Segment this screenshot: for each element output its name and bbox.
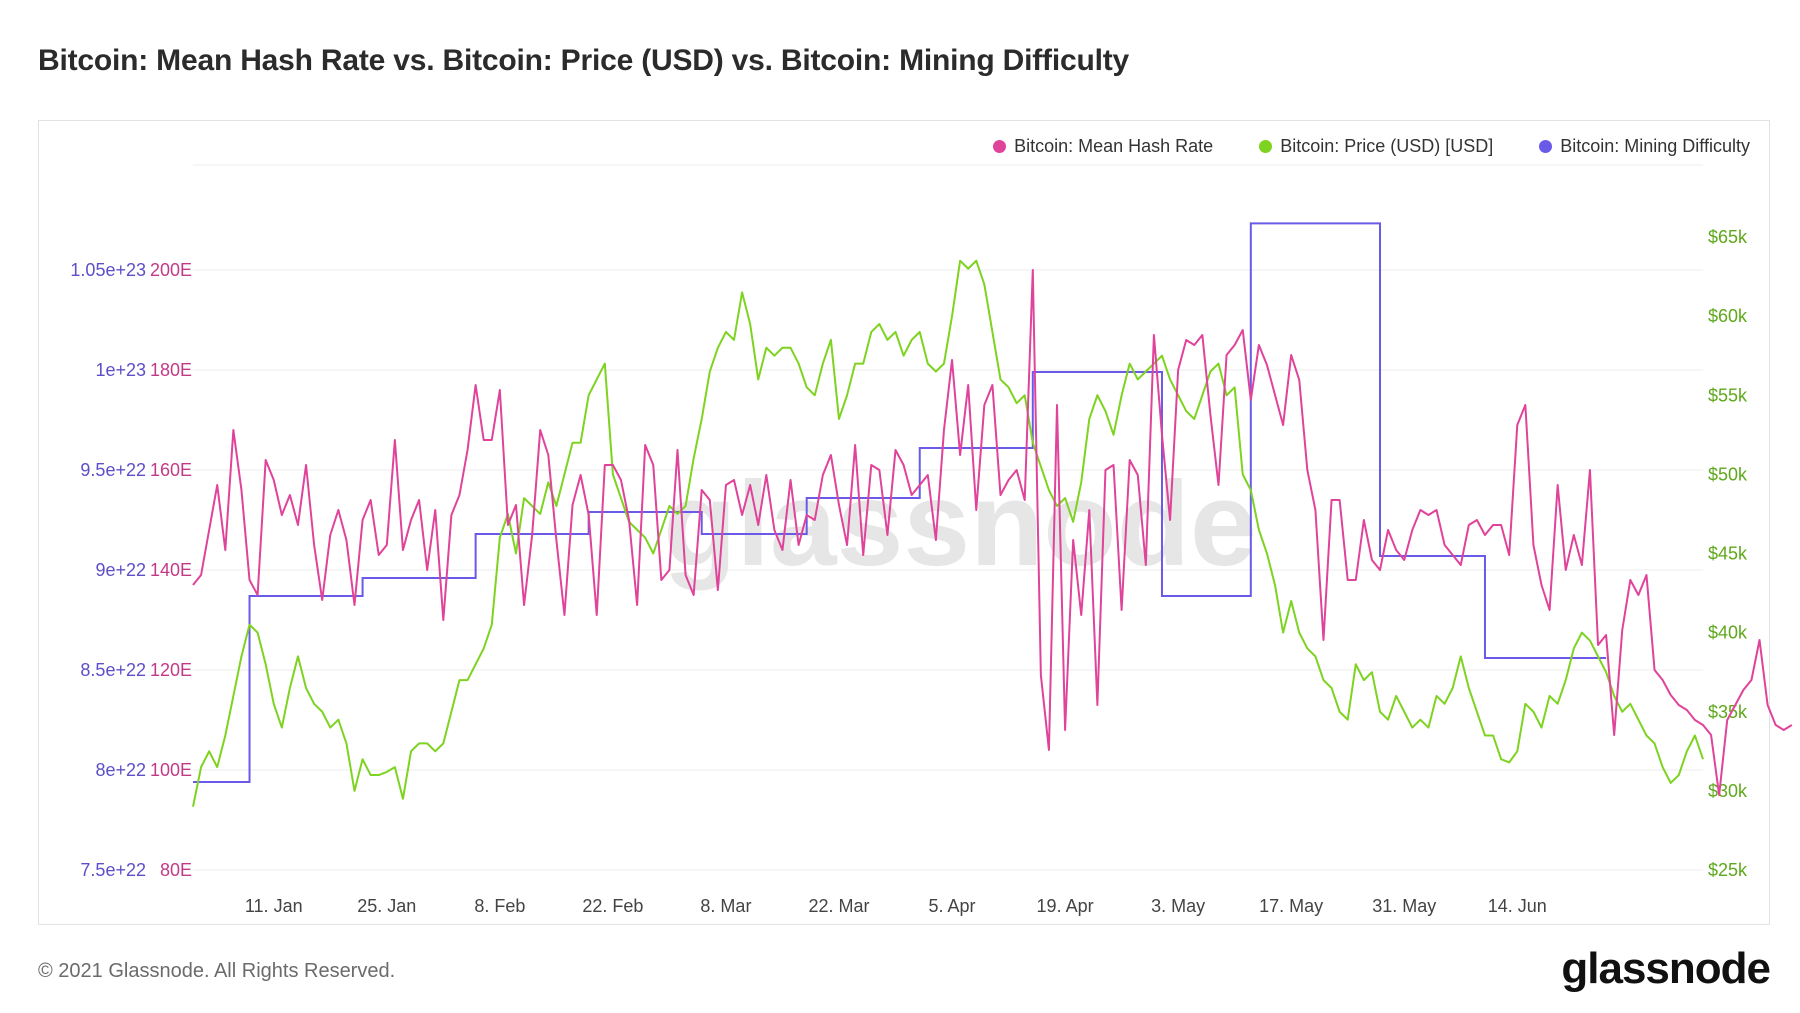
difficulty-tick-label-0: 7.5e+22 xyxy=(80,860,146,880)
price-tick-label-4: $45k xyxy=(1708,544,1748,564)
series-line-hashrate xyxy=(192,269,1793,796)
difficulty-tick-label-1: 8e+22 xyxy=(95,760,146,780)
difficulty-tick-label-5: 1e+23 xyxy=(95,360,146,380)
hashrate-tick-label-5: 180E xyxy=(150,360,192,380)
legend-label-price: Bitcoin: Price (USD) [USD] xyxy=(1280,136,1494,156)
x-tick-label-10: 31. May xyxy=(1372,896,1436,916)
x-tick-label-1: 25. Jan xyxy=(357,896,416,916)
hashrate-tick-label-3: 140E xyxy=(150,560,192,580)
hashrate-tick-label-2: 120E xyxy=(150,660,192,680)
price-tick-label-2: $35k xyxy=(1708,702,1748,722)
x-tick-label-9: 17. May xyxy=(1259,896,1323,916)
difficulty-tick-label-3: 9e+22 xyxy=(95,560,146,580)
price-tick-label-7: $60k xyxy=(1708,306,1748,326)
x-tick-label-0: 11. Jan xyxy=(245,896,303,916)
x-tick-label-3: 22. Feb xyxy=(582,896,643,916)
x-tick-label-4: 8. Mar xyxy=(700,896,751,916)
price-tick-label-0: $25k xyxy=(1708,860,1748,880)
chart-panel xyxy=(38,120,1770,925)
price-tick-label-6: $55k xyxy=(1708,385,1748,405)
hashrate-tick-label-1: 100E xyxy=(150,760,192,780)
price-tick-label-1: $30k xyxy=(1708,781,1748,801)
legend-item-price[interactable]: Bitcoin: Price (USD) [USD] xyxy=(1259,136,1493,157)
chart-legend: Bitcoin: Mean Hash Rate Bitcoin: Price (… xyxy=(993,136,1750,157)
legend-item-hashrate[interactable]: Bitcoin: Mean Hash Rate xyxy=(993,136,1213,157)
legend-dot-price xyxy=(1259,140,1273,153)
series-line-price xyxy=(192,259,1704,807)
price-tick-label-3: $40k xyxy=(1708,623,1748,643)
hashrate-tick-label-6: 200E xyxy=(150,260,192,280)
x-tick-label-8: 3. May xyxy=(1151,896,1205,916)
series-line-difficulty xyxy=(193,222,1607,783)
x-tick-label-6: 5. Apr xyxy=(929,896,976,916)
hashrate-tick-label-4: 160E xyxy=(150,460,192,480)
glassnode-logo[interactable]: glassnode xyxy=(1561,944,1771,993)
difficulty-tick-label-4: 9.5e+22 xyxy=(80,460,146,480)
x-tick-label-2: 8. Feb xyxy=(474,896,525,916)
x-tick-label-5: 22. Mar xyxy=(808,896,869,916)
legend-item-difficulty[interactable]: Bitcoin: Mining Difficulty xyxy=(1539,136,1750,157)
copyright-text: © 2021 Glassnode. All Rights Reserved. xyxy=(38,960,396,982)
legend-dot-difficulty xyxy=(1539,140,1553,153)
legend-dot-hashrate xyxy=(993,140,1007,153)
legend-label-hashrate: Bitcoin: Mean Hash Rate xyxy=(1014,136,1214,156)
difficulty-tick-label-2: 8.5e+22 xyxy=(80,660,146,680)
x-tick-label-11: 14. Jun xyxy=(1488,896,1547,916)
hashrate-tick-label-0: 80E xyxy=(160,860,192,880)
watermark-text: glassnode xyxy=(663,457,1257,591)
legend-label-difficulty: Bitcoin: Mining Difficulty xyxy=(1560,136,1750,156)
x-tick-label-7: 19. Apr xyxy=(1037,896,1094,916)
price-tick-label-5: $50k xyxy=(1708,464,1748,484)
difficulty-tick-label-6: 1.05e+23 xyxy=(70,260,146,280)
price-tick-label-8: $65k xyxy=(1708,227,1748,247)
chart-title: Bitcoin: Mean Hash Rate vs. Bitcoin: Pri… xyxy=(38,44,1129,77)
